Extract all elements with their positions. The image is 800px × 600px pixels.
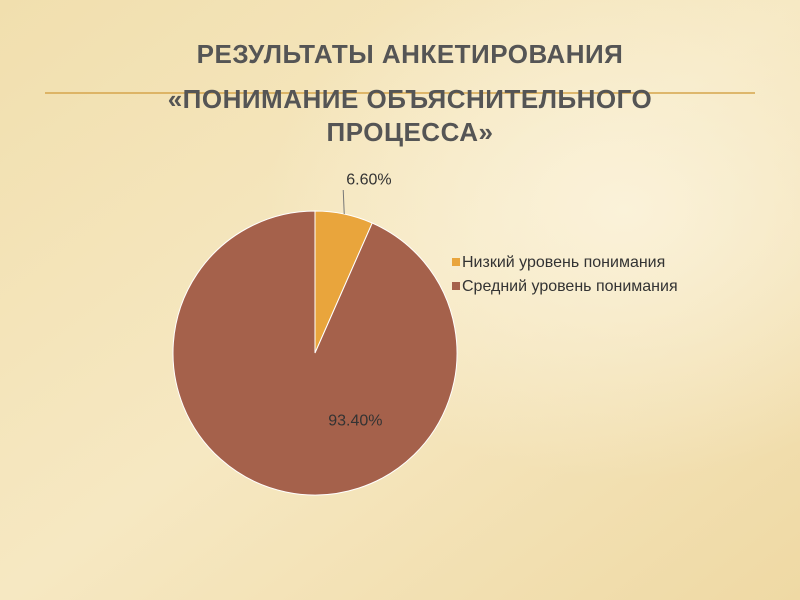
legend-label: Средний уровень понимания bbox=[462, 278, 678, 295]
legend-swatch bbox=[452, 258, 460, 266]
pie-slice bbox=[172, 210, 458, 496]
title-line: «ПОНИМАНИЕ ОБЪЯСНИТЕЛЬНОГО bbox=[168, 84, 653, 114]
data-label: 93.40% bbox=[328, 413, 382, 430]
title-line: ПРОЦЕССА» bbox=[327, 117, 494, 147]
legend-label: Низкий уровень понимания bbox=[462, 254, 665, 271]
title-line: РЕЗУЛЬТАТЫ АНКЕТИРОВАНИЯ bbox=[197, 39, 624, 69]
legend-swatch bbox=[452, 282, 460, 290]
data-label: 6.60% bbox=[346, 171, 391, 188]
leader-line bbox=[342, 190, 345, 215]
pie-chart: 6.60% 93.40% Низкий уровень понимания Средн… bbox=[172, 171, 678, 496]
